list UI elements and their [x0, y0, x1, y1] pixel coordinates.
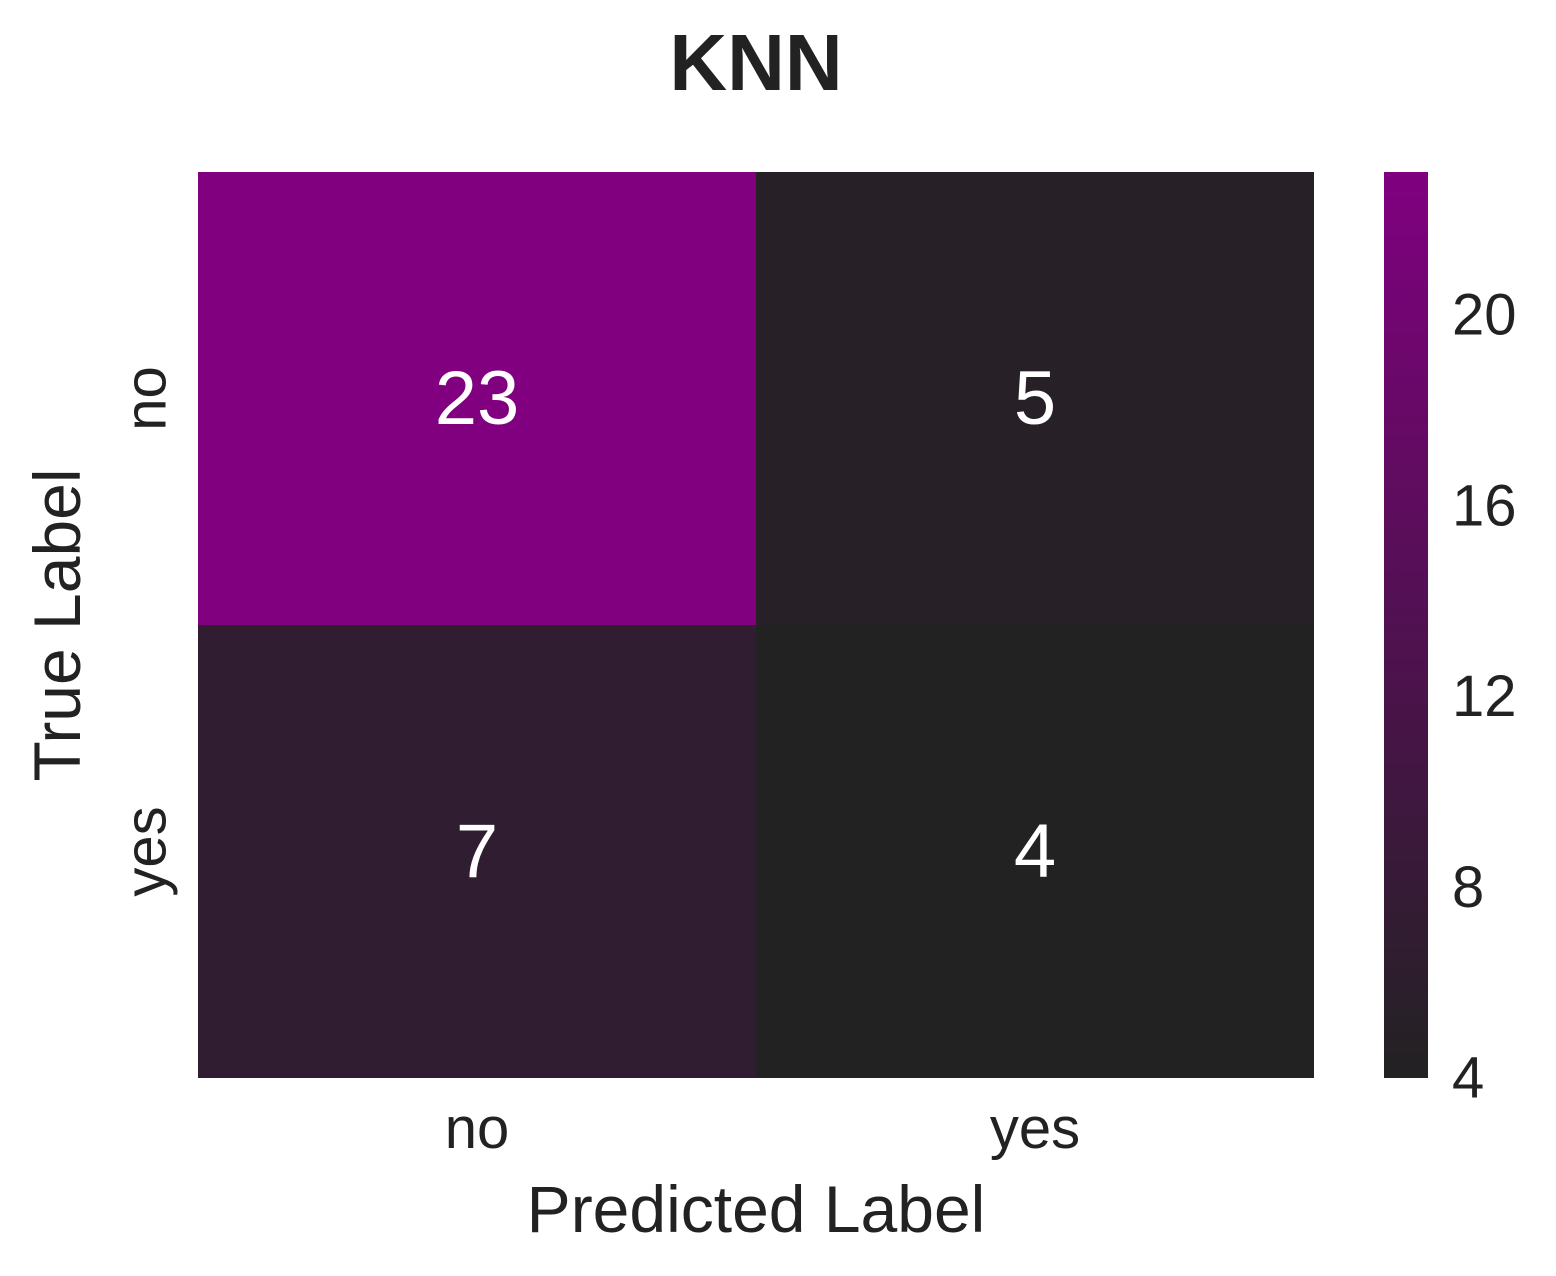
y-tick-label: no: [114, 366, 179, 431]
cell-value-label: 4: [1014, 809, 1056, 894]
colorbar: [1384, 172, 1428, 1078]
heatmap-cell: [756, 625, 1314, 1078]
colorbar-tick-label: 4: [1452, 1046, 1484, 1111]
colorbar-tick-label: 8: [1452, 855, 1484, 920]
y-tick-label: yes: [114, 806, 179, 896]
x-tick-label: yes: [990, 1096, 1080, 1161]
chart-title: KNN: [669, 18, 842, 107]
y-tick-labels: no yes: [114, 366, 179, 896]
heatmap-cell: [756, 172, 1314, 625]
colorbar-tick-labels: 4 8 12 16 20: [1452, 283, 1517, 1111]
colorbar-tick-label: 16: [1452, 473, 1517, 538]
x-tick-labels: no yes: [445, 1096, 1080, 1161]
heatmap-cells: 23 5 7 4: [198, 172, 1314, 1078]
cell-value-label: 23: [435, 356, 520, 441]
cell-value-label: 7: [456, 809, 498, 894]
heatmap-cell: [198, 625, 756, 1078]
x-axis-label: Predicted Label: [527, 1172, 986, 1246]
colorbar-tick-label: 20: [1452, 283, 1517, 348]
heatmap-cell: [198, 172, 756, 625]
x-tick-label: no: [445, 1096, 510, 1161]
y-axis-label: True Label: [20, 468, 94, 781]
colorbar-tick-label: 12: [1452, 664, 1517, 729]
cell-value-label: 5: [1014, 356, 1056, 441]
